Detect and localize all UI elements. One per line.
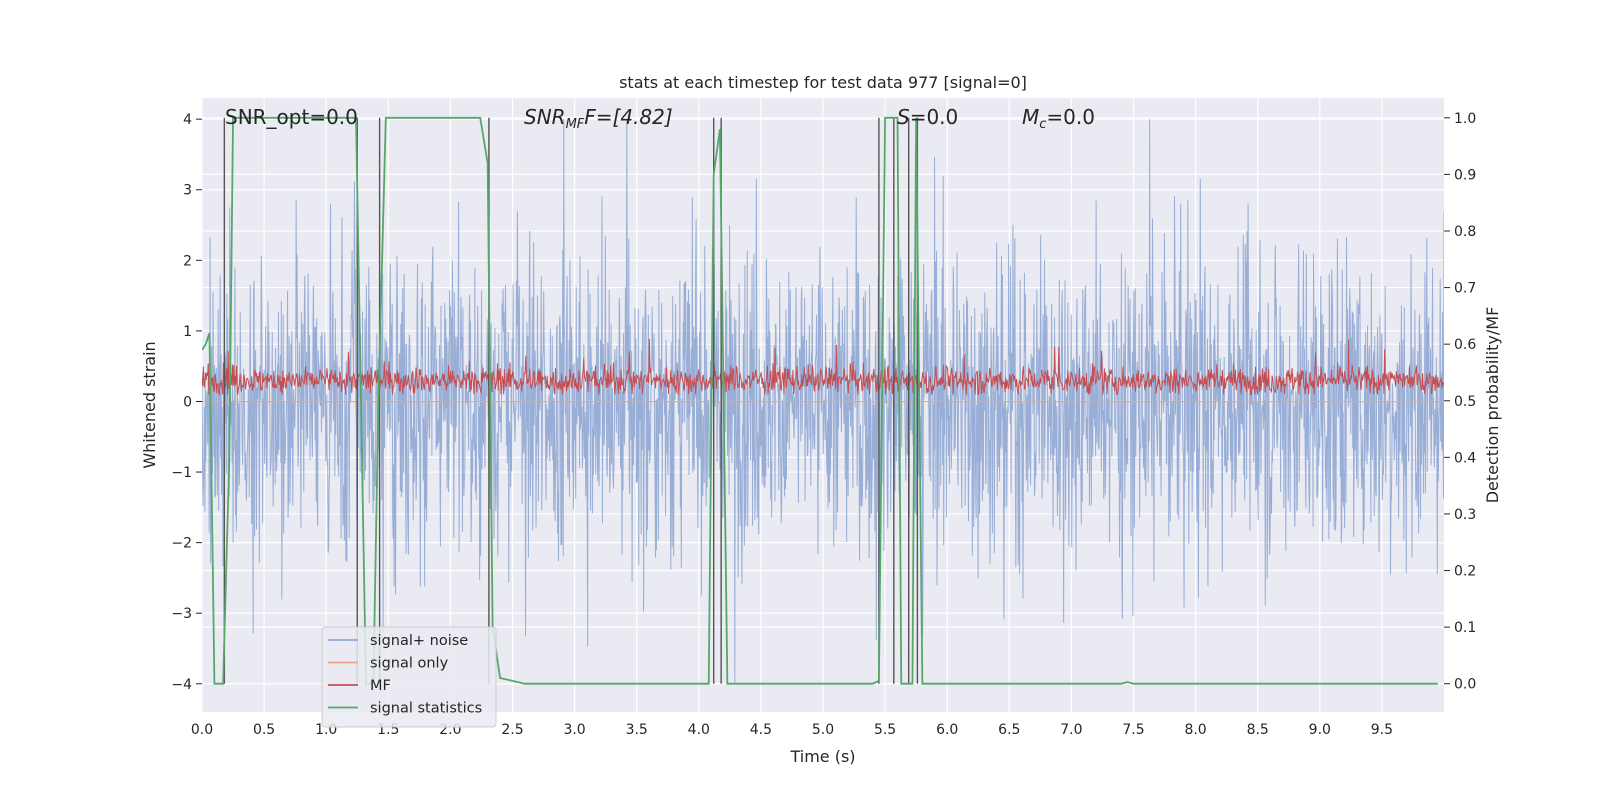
annotation-s-tail: =0.0 — [910, 105, 959, 129]
x-tick-label: 6.5 — [998, 722, 1020, 738]
legend-label: MF — [370, 678, 391, 694]
annotation-snr-mf: SNRMFF=[4.82] — [524, 105, 673, 132]
x-tick-label: 3.0 — [563, 722, 585, 738]
y-left-tick-label: 4 — [183, 112, 192, 128]
series-signal-statistics — [202, 116, 1438, 685]
x-tick-label: 6.0 — [936, 722, 958, 738]
y-right-tick-label: 0.4 — [1454, 450, 1476, 466]
chart-title: stats at each timestep for test data 977… — [619, 73, 1027, 92]
x-tick-label: 0.0 — [191, 722, 213, 738]
x-tick-label: 4.0 — [688, 722, 710, 738]
annotation-s-main: S — [897, 105, 910, 129]
annotation-snr-mf-main: SNR — [524, 105, 566, 129]
annotation-mc-sub: c — [1039, 117, 1046, 132]
mf-line — [202, 338, 1444, 397]
series-mf — [202, 338, 1444, 397]
x-tick-label: 8.0 — [1184, 722, 1206, 738]
annotations: SNR_opt=0.0 SNRMFF=[4.82] S=0.0 Mc=0.0 — [225, 105, 1095, 132]
y-right-axis-ticks: 0.0 0.1 0.2 0.3 0.4 0.5 0.6 0.7 0.8 0.9 1.0 — [1444, 111, 1476, 693]
plot-series — [202, 116, 1444, 685]
legend-label: signal+ noise — [370, 633, 468, 649]
y-right-tick-label: 0.7 — [1454, 281, 1476, 297]
annotation-snr-opt: SNR_opt=0.0 — [225, 105, 358, 129]
y-right-tick-label: 1.0 — [1454, 111, 1476, 127]
x-tick-label: 7.0 — [1060, 722, 1082, 738]
y-right-tick-label: 0.1 — [1454, 620, 1476, 636]
y-right-tick-label: 0.5 — [1454, 394, 1476, 410]
x-tick-label: 7.5 — [1122, 722, 1144, 738]
y-left-tick-label: −2 — [171, 536, 192, 552]
x-tick-label: 3.5 — [626, 722, 648, 738]
x-tick-label: 8.5 — [1247, 722, 1269, 738]
x-tick-label: 9.5 — [1371, 722, 1393, 738]
y-left-tick-label: −1 — [171, 465, 192, 481]
y-right-tick-label: 0.3 — [1454, 507, 1476, 523]
y-left-tick-label: −4 — [171, 677, 192, 693]
legend-box — [321, 626, 497, 728]
x-tick-label: 5.0 — [812, 722, 834, 738]
x-tick-label: 4.5 — [750, 722, 772, 738]
annotation-s: S=0.0 — [897, 105, 958, 129]
y-left-tick-label: 0 — [183, 394, 192, 410]
y-left-axis-ticks: −4 −3 −2 −1 0 1 2 3 4 — [171, 112, 202, 693]
y-left-tick-label: −3 — [171, 606, 192, 622]
annotation-mc: Mc=0.0 — [1022, 105, 1095, 132]
x-tick-label: 0.5 — [253, 722, 275, 738]
y-left-tick-label: 1 — [183, 324, 192, 340]
x-axis-ticks: 0.0 0.5 1.0 1.5 2.0 2.5 3.0 3.5 4.0 4.5 5.0 5.5 6.0 6… — [191, 722, 1393, 738]
annotation-snr-mf-tail: F=[4.82] — [584, 105, 672, 129]
y-right-tick-label: 0.9 — [1454, 167, 1476, 183]
annotation-mc-main: M — [1022, 105, 1039, 129]
legend-label: signal only — [370, 656, 449, 672]
y-right-tick-label: 0.2 — [1454, 564, 1476, 580]
x-tick-label: 9.0 — [1309, 722, 1331, 738]
series-signal-noise — [202, 119, 1444, 684]
legend-label: signal statistics — [370, 701, 482, 717]
y-right-tick-label: 0.8 — [1454, 224, 1476, 240]
y-right-axis-label: Detection probability/MF — [1483, 307, 1502, 504]
x-axis-label: Time (s) — [789, 747, 855, 766]
annotation-mc-tail: =0.0 — [1046, 105, 1095, 129]
y-left-tick-label: 3 — [183, 183, 192, 199]
y-left-axis-label: Whitened strain — [140, 341, 159, 468]
annotation-snr-mf-sub: MF — [566, 117, 585, 132]
x-tick-label: 2.5 — [501, 722, 523, 738]
y-right-tick-label: 0.6 — [1454, 337, 1476, 353]
signal-noise-line — [202, 119, 1444, 684]
y-left-tick-label: 2 — [183, 253, 192, 269]
y-right-tick-label: 0.0 — [1454, 677, 1476, 693]
signal-statistics-line — [202, 116, 1438, 685]
legend: signal+ noise signal only MF signal statist… — [321, 626, 497, 728]
x-tick-label: 5.5 — [874, 722, 896, 738]
